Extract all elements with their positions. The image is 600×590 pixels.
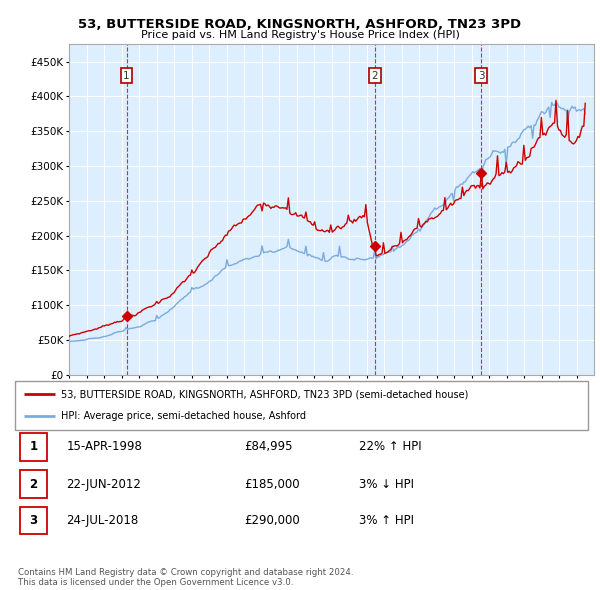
Text: 2: 2 [371,71,378,81]
Text: £185,000: £185,000 [244,477,300,491]
Text: 2: 2 [29,477,37,491]
Text: £290,000: £290,000 [244,514,300,527]
Text: 1: 1 [123,71,130,81]
Text: 3: 3 [29,514,37,527]
Text: 3% ↓ HPI: 3% ↓ HPI [359,477,414,491]
Text: 15-APR-1998: 15-APR-1998 [67,440,142,454]
Text: 1: 1 [29,440,37,454]
FancyBboxPatch shape [15,381,588,430]
Text: 3: 3 [478,71,484,81]
Text: £84,995: £84,995 [244,440,293,454]
Text: 53, BUTTERSIDE ROAD, KINGSNORTH, ASHFORD, TN23 3PD: 53, BUTTERSIDE ROAD, KINGSNORTH, ASHFORD… [79,18,521,31]
Text: 24-JUL-2018: 24-JUL-2018 [67,514,139,527]
Text: 22-JUN-2012: 22-JUN-2012 [67,477,142,491]
Text: Price paid vs. HM Land Registry's House Price Index (HPI): Price paid vs. HM Land Registry's House … [140,30,460,40]
Text: 3% ↑ HPI: 3% ↑ HPI [359,514,414,527]
FancyBboxPatch shape [20,507,47,535]
Text: 22% ↑ HPI: 22% ↑ HPI [359,440,421,454]
FancyBboxPatch shape [20,433,47,461]
FancyBboxPatch shape [20,470,47,498]
Text: 53, BUTTERSIDE ROAD, KINGSNORTH, ASHFORD, TN23 3PD (semi-detached house): 53, BUTTERSIDE ROAD, KINGSNORTH, ASHFORD… [61,389,468,399]
Text: Contains HM Land Registry data © Crown copyright and database right 2024.
This d: Contains HM Land Registry data © Crown c… [18,568,353,587]
Text: HPI: Average price, semi-detached house, Ashford: HPI: Average price, semi-detached house,… [61,411,306,421]
